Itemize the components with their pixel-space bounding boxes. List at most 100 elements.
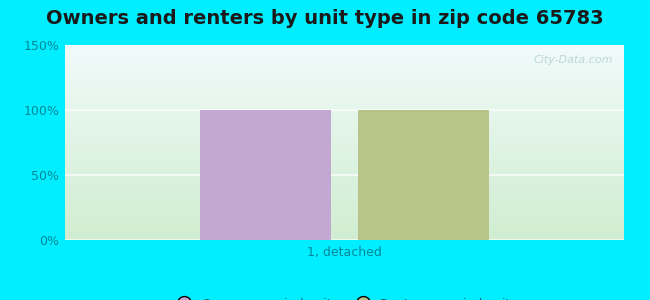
Bar bbox=[65, 60, 624, 61]
Bar bbox=[65, 238, 624, 239]
Bar bbox=[65, 55, 624, 56]
Bar bbox=[65, 164, 624, 165]
Bar bbox=[65, 176, 624, 177]
Bar bbox=[65, 178, 624, 179]
Bar bbox=[65, 89, 624, 90]
Bar bbox=[65, 140, 624, 142]
Bar bbox=[65, 179, 624, 181]
Bar bbox=[65, 114, 624, 115]
Bar bbox=[65, 104, 624, 105]
Bar bbox=[65, 61, 624, 62]
Bar bbox=[65, 79, 624, 80]
Bar bbox=[65, 220, 624, 221]
Bar bbox=[65, 105, 624, 106]
Bar bbox=[65, 76, 624, 77]
Bar bbox=[65, 172, 624, 173]
Bar bbox=[65, 187, 624, 188]
Bar bbox=[65, 110, 624, 111]
Bar bbox=[65, 160, 624, 161]
Bar bbox=[65, 134, 624, 135]
Bar bbox=[65, 117, 624, 118]
Bar bbox=[65, 142, 624, 143]
Bar bbox=[65, 66, 624, 68]
Bar bbox=[65, 149, 624, 150]
Bar bbox=[65, 168, 624, 169]
Bar bbox=[65, 228, 624, 229]
Bar bbox=[65, 186, 624, 187]
Bar bbox=[65, 100, 624, 101]
Bar bbox=[65, 121, 624, 122]
Bar bbox=[65, 175, 624, 176]
Bar bbox=[65, 152, 624, 153]
Bar bbox=[65, 57, 624, 58]
Bar bbox=[65, 123, 624, 124]
Bar bbox=[65, 112, 624, 113]
Bar bbox=[65, 109, 624, 110]
Bar bbox=[65, 132, 624, 133]
Bar bbox=[65, 128, 624, 129]
Bar bbox=[65, 221, 624, 222]
Bar bbox=[65, 122, 624, 123]
Bar bbox=[65, 103, 624, 104]
Bar bbox=[65, 96, 624, 97]
Bar bbox=[65, 153, 624, 154]
Bar bbox=[65, 205, 624, 206]
Text: City-Data.com: City-Data.com bbox=[533, 55, 613, 65]
Bar bbox=[65, 195, 624, 196]
Bar bbox=[65, 218, 624, 220]
Bar bbox=[65, 52, 624, 53]
Bar bbox=[65, 183, 624, 184]
Bar bbox=[65, 210, 624, 211]
Bar bbox=[65, 75, 624, 76]
Text: Owners and renters by unit type in zip code 65783: Owners and renters by unit type in zip c… bbox=[46, 9, 604, 28]
Bar bbox=[65, 237, 624, 238]
Bar bbox=[65, 84, 624, 85]
Bar bbox=[65, 51, 624, 52]
Bar bbox=[65, 159, 624, 160]
Bar bbox=[65, 214, 624, 215]
Bar bbox=[65, 161, 624, 162]
Bar bbox=[65, 196, 624, 197]
Bar bbox=[65, 100, 624, 101]
Bar bbox=[65, 98, 624, 99]
Bar bbox=[65, 151, 624, 152]
Bar bbox=[65, 126, 624, 127]
Bar bbox=[65, 239, 624, 240]
Bar bbox=[65, 137, 624, 138]
Bar bbox=[65, 182, 624, 183]
Bar bbox=[65, 169, 624, 170]
Bar bbox=[65, 124, 624, 125]
Bar bbox=[65, 58, 624, 60]
Bar bbox=[65, 165, 624, 166]
Bar bbox=[65, 107, 624, 108]
Bar bbox=[65, 166, 624, 167]
Bar bbox=[65, 191, 624, 192]
Bar bbox=[65, 230, 624, 231]
Bar bbox=[65, 181, 624, 182]
Bar bbox=[65, 90, 624, 91]
Bar bbox=[65, 216, 624, 217]
Bar bbox=[65, 143, 624, 144]
Bar bbox=[65, 207, 624, 208]
Bar bbox=[65, 87, 624, 88]
Bar bbox=[65, 167, 624, 168]
Bar bbox=[65, 184, 624, 185]
Bar bbox=[65, 193, 624, 194]
Bar bbox=[65, 227, 624, 228]
Bar bbox=[65, 95, 624, 96]
Bar bbox=[65, 49, 624, 50]
Bar bbox=[65, 202, 624, 203]
Bar bbox=[65, 146, 624, 147]
Bar bbox=[65, 62, 624, 64]
Bar bbox=[65, 215, 624, 216]
Bar bbox=[65, 120, 624, 121]
Bar bbox=[65, 93, 624, 94]
Bar bbox=[65, 68, 624, 69]
Bar bbox=[65, 138, 624, 139]
Bar bbox=[65, 74, 624, 75]
Bar bbox=[65, 70, 624, 71]
Bar bbox=[65, 130, 624, 131]
Bar bbox=[65, 204, 624, 205]
Bar bbox=[65, 148, 624, 149]
Bar bbox=[65, 127, 624, 128]
